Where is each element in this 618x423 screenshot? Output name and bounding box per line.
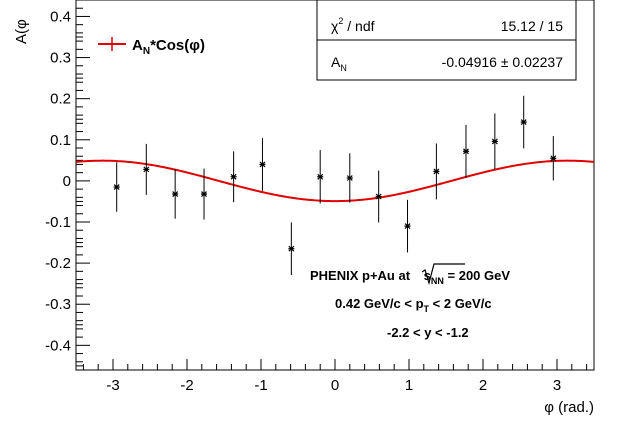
point-marker-d2 [375, 193, 382, 200]
data-point [346, 153, 353, 203]
data-point [404, 199, 411, 253]
data-point [230, 151, 237, 203]
legend: AN*Cos(φ) [98, 37, 205, 57]
x-tick-label: 3 [553, 377, 561, 394]
point-marker-d2 [288, 245, 295, 252]
y-tick-label: 0.3 [50, 50, 71, 67]
data-point [520, 95, 527, 149]
x-tick-label: -3 [106, 377, 119, 394]
data-point [113, 162, 120, 212]
point-marker-d2 [433, 168, 440, 175]
y-tick-label: -0.2 [45, 255, 71, 272]
y-tick-label: -0.3 [45, 296, 71, 313]
experiment-annotation: PHENIX p+Au at sNN = 200 GeV 0.42 GeV/c … [310, 263, 510, 340]
data-point [172, 169, 179, 219]
stats-an-value: -0.04916 ± 0.02237 [442, 54, 564, 70]
point-marker-d2 [172, 191, 179, 197]
point-marker-d2 [317, 173, 324, 180]
stats-chi2-label: χ2 / ndf [331, 16, 375, 34]
annotation-line-2: 0.42 GeV/c < pT < 2 GeV/c [335, 296, 492, 314]
y-tick-label: 0.2 [50, 91, 71, 108]
data-point [317, 150, 324, 204]
stats-chi2-value: 15.12 / 15 [501, 18, 563, 34]
data-point [491, 113, 498, 170]
annotation-line-1: PHENIX p+Au at sNN = 200 GeV [310, 268, 510, 286]
data-point [288, 222, 295, 276]
fit-curve [75, 159, 595, 203]
x-tick-label: -2 [180, 377, 193, 394]
y-tick-label: 0.1 [50, 132, 71, 149]
x-axis-label: φ (rad.) [544, 399, 594, 416]
x-tick-label: 0 [331, 377, 339, 394]
fit-curve-layer [75, 159, 595, 203]
data-points-layer [113, 95, 557, 276]
annotation-line-3: -2.2 < y < -1.2 [387, 325, 469, 340]
x-tick-label: 1 [405, 377, 413, 394]
data-point [201, 168, 208, 220]
fit-stats-box: χ2 / ndf 15.12 / 15 AN -0.04916 ± 0.0223… [316, 0, 577, 81]
point-marker-d2 [550, 155, 557, 162]
data-point [433, 143, 440, 200]
y-axis-label: A(φ [13, 19, 30, 44]
point-marker-d2 [520, 119, 527, 126]
sqrt-sign [421, 263, 465, 286]
y-tick-label: -0.4 [45, 337, 71, 354]
y-tick-label: 0 [63, 173, 71, 190]
y-tick-label: 0.4 [50, 8, 71, 25]
point-marker-d2 [230, 173, 237, 180]
data-point [259, 138, 266, 191]
point-marker-d2 [491, 138, 498, 145]
x-tick-label: -1 [254, 377, 267, 394]
data-point [143, 143, 150, 195]
stats-an-label: AN [331, 54, 347, 73]
ticks: -3 -2 -1 0 1 2 3 -0.4 -0.3 -0.2 -0.1 0 0.1 0.2 0.3 0.4 [45, 0, 588, 394]
data-point [462, 124, 469, 178]
point-marker-d2 [463, 148, 469, 155]
point-marker-d2 [113, 184, 120, 190]
data-point [375, 170, 382, 223]
point-marker-d2 [201, 191, 207, 197]
x-tick-label: 2 [479, 377, 487, 394]
legend-entry: AN*Cos(φ) [132, 37, 205, 57]
point-marker-d2 [259, 161, 266, 168]
data-point [550, 136, 557, 181]
point-marker-d2 [346, 175, 353, 181]
point-marker-d2 [143, 166, 150, 173]
y-tick-label: -0.1 [45, 214, 71, 231]
point-marker-d2 [404, 223, 411, 230]
